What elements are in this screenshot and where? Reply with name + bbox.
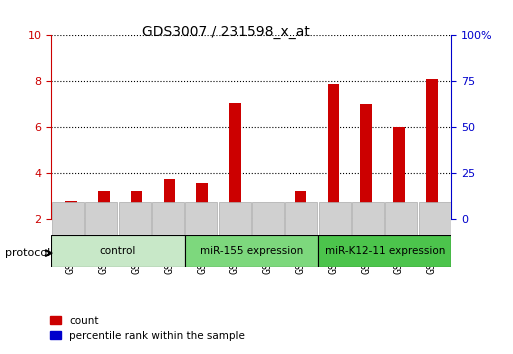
Text: miR-155 expression: miR-155 expression bbox=[200, 246, 303, 256]
FancyBboxPatch shape bbox=[385, 202, 418, 235]
Text: GDS3007 / 231598_x_at: GDS3007 / 231598_x_at bbox=[142, 25, 310, 39]
FancyBboxPatch shape bbox=[319, 202, 351, 235]
Bar bbox=[393, 127, 405, 219]
Bar bbox=[65, 201, 77, 219]
Bar bbox=[396, 211, 402, 219]
Bar bbox=[231, 211, 239, 219]
Bar bbox=[262, 205, 273, 219]
FancyBboxPatch shape bbox=[52, 202, 84, 235]
Bar bbox=[199, 217, 206, 219]
Bar bbox=[264, 217, 271, 219]
FancyBboxPatch shape bbox=[318, 235, 451, 267]
Text: protocol: protocol bbox=[5, 248, 50, 258]
FancyBboxPatch shape bbox=[152, 202, 184, 235]
Bar bbox=[196, 183, 208, 219]
Bar bbox=[328, 84, 339, 219]
FancyBboxPatch shape bbox=[219, 202, 251, 235]
Bar bbox=[428, 203, 435, 219]
Text: control: control bbox=[100, 246, 136, 256]
Legend: count, percentile rank within the sample: count, percentile rank within the sample bbox=[46, 312, 249, 345]
Bar bbox=[330, 205, 337, 219]
Bar bbox=[68, 218, 74, 219]
FancyBboxPatch shape bbox=[285, 202, 318, 235]
Bar bbox=[426, 79, 438, 219]
FancyBboxPatch shape bbox=[352, 202, 384, 235]
Bar bbox=[131, 191, 142, 219]
Bar bbox=[363, 207, 369, 219]
FancyBboxPatch shape bbox=[185, 235, 318, 267]
Bar bbox=[295, 191, 306, 219]
Bar bbox=[164, 179, 175, 219]
Bar bbox=[101, 217, 107, 219]
Bar bbox=[133, 217, 140, 219]
FancyBboxPatch shape bbox=[119, 202, 151, 235]
Bar bbox=[361, 104, 372, 219]
Bar bbox=[297, 217, 304, 219]
FancyBboxPatch shape bbox=[419, 202, 451, 235]
FancyBboxPatch shape bbox=[85, 202, 117, 235]
FancyBboxPatch shape bbox=[185, 202, 218, 235]
Bar bbox=[166, 216, 173, 219]
FancyBboxPatch shape bbox=[51, 235, 185, 267]
Bar bbox=[98, 191, 109, 219]
FancyBboxPatch shape bbox=[252, 202, 284, 235]
Bar bbox=[229, 103, 241, 219]
Text: miR-K12-11 expression: miR-K12-11 expression bbox=[325, 246, 445, 256]
